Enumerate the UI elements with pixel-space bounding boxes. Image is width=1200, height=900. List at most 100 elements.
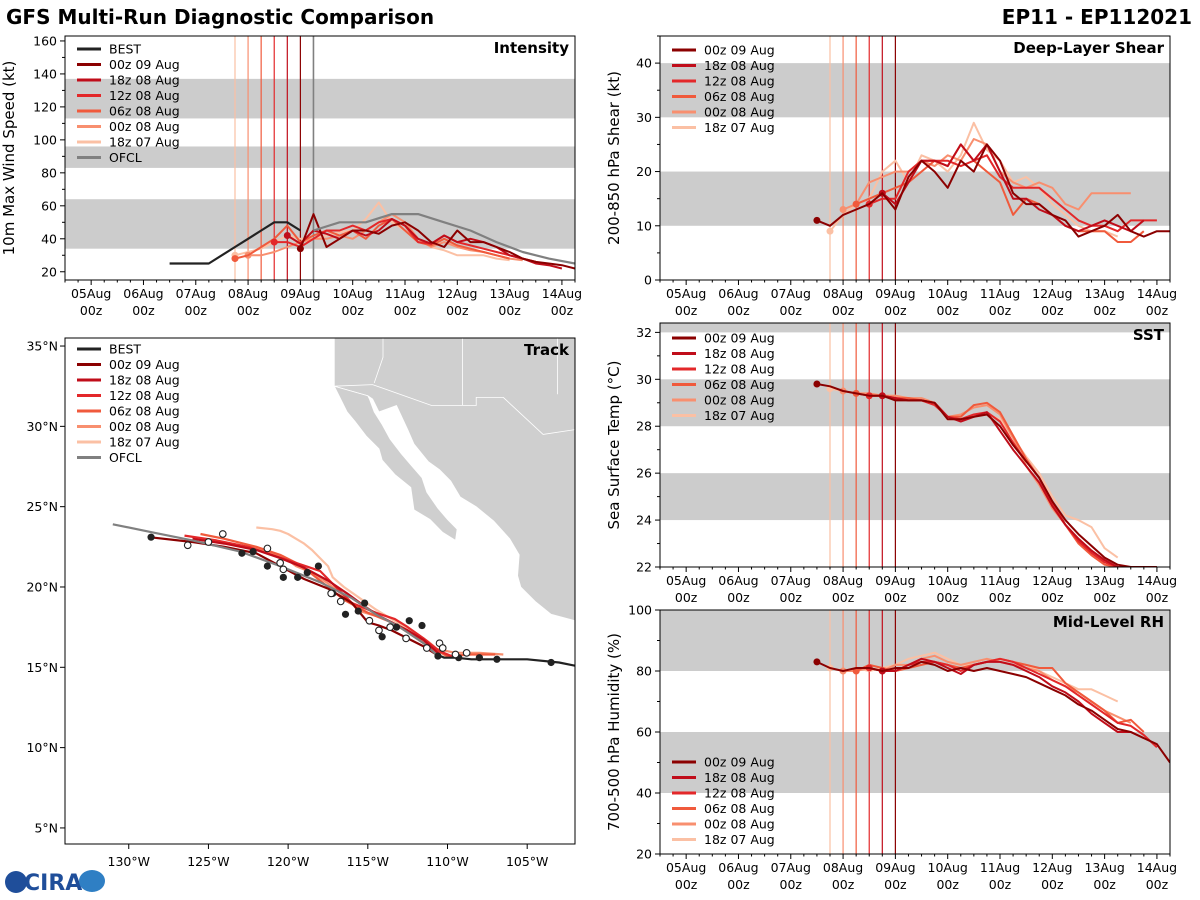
shaded-band: [65, 146, 575, 168]
y-tick-label: 80: [41, 165, 57, 180]
legend-entry: 00z 08 Aug: [704, 105, 775, 120]
x-tick-label-date: 07Aug: [771, 286, 811, 301]
x-tick-label-hour: 00z: [780, 590, 803, 605]
track-position-marker-filled: [341, 610, 350, 618]
legend-entry: 00z 09 Aug: [704, 331, 775, 346]
shaded-band: [65, 78, 575, 119]
lat-tick-label: 25°N: [26, 499, 58, 514]
x-tick-label-date: 06Aug: [718, 286, 758, 301]
x-tick-label-date: 07Aug: [771, 860, 811, 875]
x-tick-label-date: 06Aug: [718, 860, 758, 875]
legend-entry: 06z 08 Aug: [109, 104, 180, 119]
cira-logo: CIRA: [5, 870, 105, 896]
legend-entry: 18z 08 Aug: [704, 58, 775, 73]
legend-entry: 18z 07 Aug: [704, 832, 775, 847]
shaded-band: [660, 732, 1170, 793]
series-group: [813, 121, 1170, 243]
intensity-panel: 20 40 60 80 100 120 140 160 05Aug 00z 06Aug 00z 07Au…: [0, 33, 582, 318]
track-position-marker-open: [276, 559, 285, 567]
shaded-band: [660, 63, 1170, 118]
series-line: [299, 213, 575, 270]
legend-entry: 18z 08 Aug: [704, 770, 775, 785]
x-tick-label-date: 10Aug: [928, 286, 968, 301]
x-tick-label-date: 09Aug: [875, 286, 915, 301]
init-point-marker: [839, 206, 847, 214]
track-position-marker-open: [327, 589, 336, 598]
x-tick-label-hour: 00z: [989, 877, 1012, 892]
x-tick-label-date: 09Aug: [280, 286, 320, 301]
y-tick-label: 60: [41, 198, 57, 213]
track-position-marker-filled: [418, 621, 426, 630]
legend-entry: 12z 08 Aug: [109, 388, 180, 403]
legend-entry: 06z 08 Aug: [109, 404, 180, 419]
lon-tick-label: 115°W: [347, 854, 389, 869]
track-position-marker-open: [204, 538, 213, 546]
y-tick-label: 10: [636, 218, 652, 233]
track-position-marker-filled: [405, 617, 413, 625]
series-line: [286, 218, 563, 270]
legend-entry: 18z 08 Aug: [109, 73, 180, 88]
y-tick-label: 30: [636, 110, 652, 125]
legend-entry: 12z 08 Aug: [704, 74, 775, 89]
series-line: [816, 143, 1170, 238]
x-tick-label-date: 10Aug: [928, 860, 968, 875]
x-tick-label-hour: 00z: [1041, 303, 1064, 318]
x-tick-label-date: 13Aug: [1084, 573, 1124, 588]
y-tick-label: 80: [636, 664, 652, 679]
track-panel: 130°W 125°W 120°W 115°W 110°W 105°W 5°N 10°N 15°…: [26, 337, 576, 869]
track-position-marker-filled: [354, 607, 362, 615]
x-tick-label-hour: 00z: [1146, 877, 1169, 892]
panel-title: Deep-Layer Shear: [1013, 39, 1164, 57]
x-tick-label-hour: 00z: [832, 590, 855, 605]
x-tick-label-hour: 00z: [936, 877, 959, 892]
x-tick-label-date: 08Aug: [228, 286, 268, 301]
series-group: [813, 651, 1170, 764]
lon-tick-label: 110°W: [426, 854, 468, 869]
init-point-marker: [813, 658, 821, 666]
x-tick-label-hour: 00z: [884, 590, 907, 605]
x-tick-label-date: 09Aug: [875, 860, 915, 875]
y-axis-label: 10m Max Wind Speed (kt): [0, 61, 18, 256]
x-tick-label-date: 08Aug: [823, 286, 863, 301]
x-tick-label-date: 12Aug: [1032, 286, 1072, 301]
x-tick-label-hour: 00z: [832, 877, 855, 892]
init-point-marker: [826, 227, 834, 235]
logo-globe-icon: [5, 871, 27, 893]
track-position-marker-filled: [314, 562, 323, 570]
y-tick-label: 20: [41, 264, 57, 279]
track-position-marker-filled: [361, 599, 369, 607]
y-axis-label: Sea Surface Temp (°C): [605, 360, 623, 529]
plot-frame: [659, 35, 1171, 281]
x-tick-label-date: 11Aug: [385, 286, 425, 301]
legend-entry: 12z 08 Aug: [704, 362, 775, 377]
track-position-marker-filled: [547, 658, 555, 667]
legend-entry: 06z 08 Aug: [704, 89, 775, 104]
track-line: [256, 526, 449, 659]
x-tick-label-hour: 00z: [551, 303, 574, 318]
lon-tick-label: 130°W: [108, 854, 150, 869]
x-tick-label-hour: 00z: [989, 303, 1012, 318]
track-position-marker-open: [402, 634, 410, 643]
legend-entry: 00z 09 Aug: [109, 57, 180, 72]
y-tick-label: 22: [636, 560, 652, 575]
legend-entry: 00z 08 Aug: [109, 119, 180, 134]
panel-title: SST: [1133, 326, 1165, 344]
figure-title: GFS Multi-Run Diagnostic Comparison: [6, 5, 434, 29]
baja-california-landmass: [333, 385, 458, 542]
legend-entry: 00z 08 Aug: [109, 419, 180, 434]
x-tick-label-hour: 00z: [727, 590, 750, 605]
series-line: [882, 657, 1145, 740]
x-tick-label-hour: 00z: [936, 303, 959, 318]
track-position-marker-filled: [147, 533, 155, 541]
y-tick-label: 30: [636, 372, 652, 387]
series-line: [169, 221, 301, 265]
y-tick-label: 140: [33, 66, 57, 81]
track-position-marker-filled: [294, 573, 302, 581]
y-tick-label: 20: [636, 164, 652, 179]
x-tick-label-hour: 00z: [675, 303, 698, 318]
x-tick-label-hour: 00z: [675, 590, 698, 605]
legend-entry: 18z 07 Aug: [704, 120, 775, 135]
x-tick-label-date: 06Aug: [123, 286, 163, 301]
